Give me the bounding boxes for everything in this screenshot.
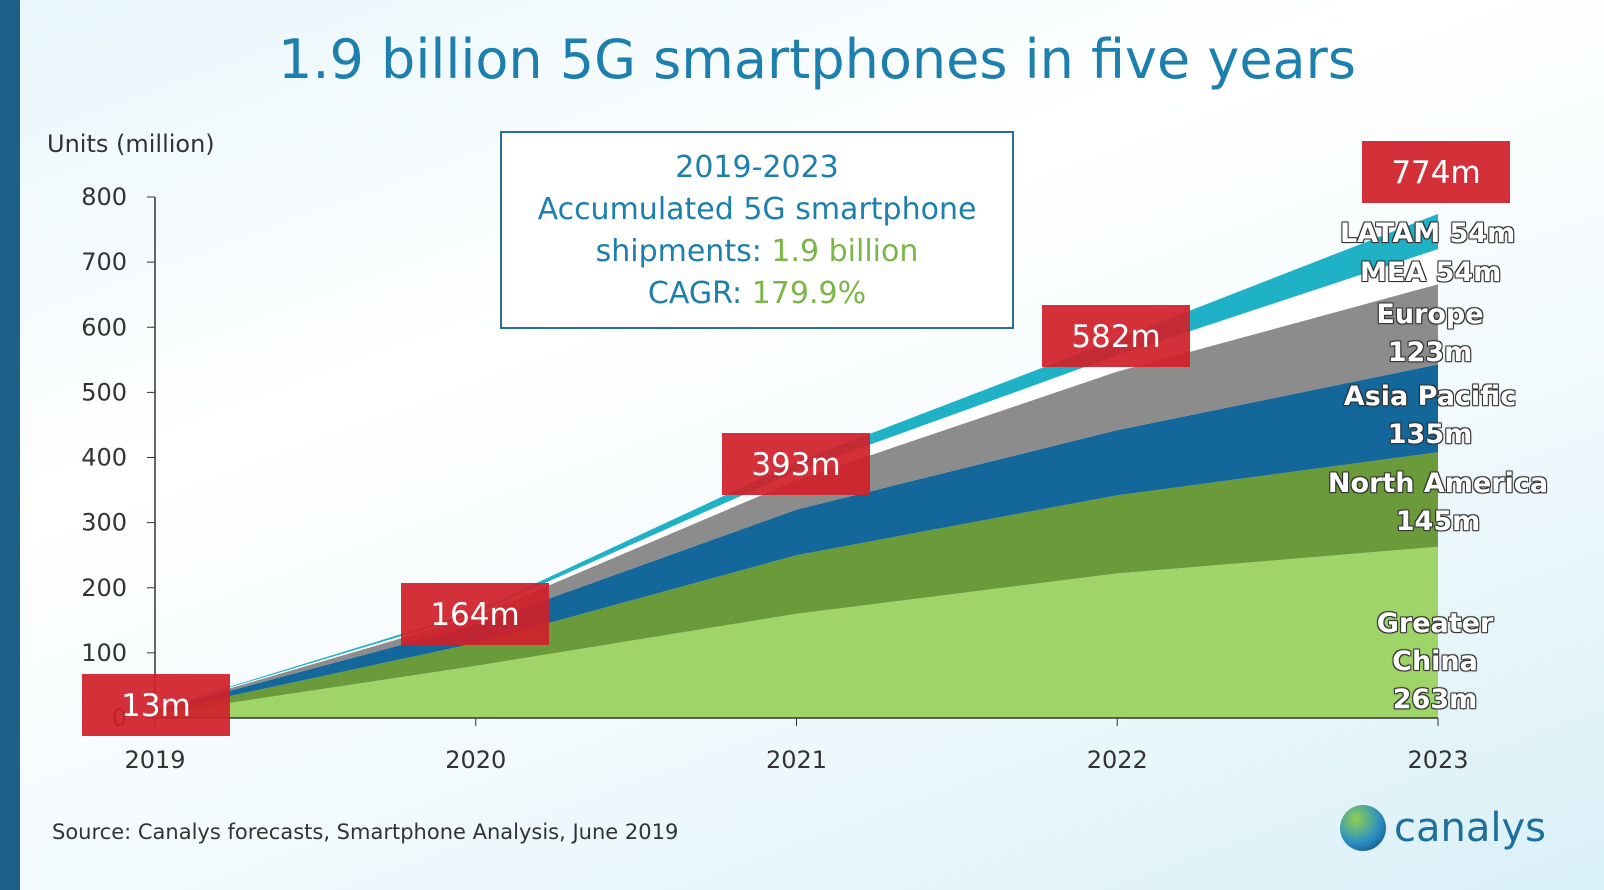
label-europe: Europe 123m xyxy=(1360,296,1500,372)
x-tick-label: 2021 xyxy=(766,746,827,774)
label-na-value: 145m xyxy=(1395,506,1481,537)
info-cagr-label: CAGR: xyxy=(647,276,752,311)
area-greater-china xyxy=(155,546,1438,718)
label-ap-name: Asia Pacific xyxy=(1343,381,1517,412)
total-label-box xyxy=(1362,141,1510,203)
info-box: 2019-2023 Accumulated 5G smartphone ship… xyxy=(500,131,1014,329)
info-shipments-label: shipments: xyxy=(595,234,772,269)
info-cagr-value: 179.9% xyxy=(751,276,867,311)
globe-icon xyxy=(1340,805,1386,851)
y-tick-label: 500 xyxy=(81,378,127,406)
y-tick-label: 400 xyxy=(81,444,127,472)
info-period: 2019-2023 xyxy=(675,150,839,185)
area-europe xyxy=(155,284,1438,711)
label-asia-pacific: Asia Pacific 135m xyxy=(1340,378,1520,454)
y-tick-label: 200 xyxy=(81,574,127,602)
x-tick-label: 2020 xyxy=(445,746,506,774)
total-label-box xyxy=(722,433,870,495)
label-latam: LATAM 54m xyxy=(1340,218,1516,249)
label-europe-name: Europe xyxy=(1376,299,1484,330)
total-label: 164m xyxy=(430,597,519,633)
y-tick-label: 800 xyxy=(81,183,127,211)
y-tick-label: 700 xyxy=(81,248,127,276)
info-shipments-value: 1.9 billion xyxy=(771,234,919,269)
chart-title: 1.9 billion 5G smartphones in five years xyxy=(278,28,1356,91)
x-tick-label: 2023 xyxy=(1407,746,1468,774)
label-north-america: North America 145m xyxy=(1326,465,1550,541)
left-accent-strip xyxy=(0,0,20,890)
info-desc: Accumulated 5G smartphone xyxy=(537,192,977,227)
total-label-box xyxy=(82,674,230,736)
label-ap-value: 135m xyxy=(1387,419,1473,450)
source-note: Source: Canalys forecasts, Smartphone An… xyxy=(52,820,679,844)
canalys-logo: canalys xyxy=(1340,805,1546,851)
total-label: 393m xyxy=(751,447,840,483)
label-gc-value: 263m xyxy=(1392,684,1478,715)
label-greater-china: Greater China 263m xyxy=(1330,605,1540,719)
logo-text: canalys xyxy=(1394,805,1546,851)
total-label: 774m xyxy=(1391,155,1480,191)
total-label-box xyxy=(1042,305,1190,367)
x-tick-label: 2022 xyxy=(1087,746,1148,774)
label-mea: MEA 54m xyxy=(1360,257,1502,288)
area-north-america xyxy=(155,452,1438,715)
label-gc-name: Greater China xyxy=(1376,608,1494,677)
x-tick-label: 2019 xyxy=(124,746,185,774)
label-europe-value: 123m xyxy=(1387,337,1473,368)
y-tick-label: 300 xyxy=(81,509,127,537)
y-axis-label: Units (million) xyxy=(47,130,215,158)
total-label: 582m xyxy=(1071,319,1160,355)
y-tick-label: 100 xyxy=(81,639,127,667)
total-label-box xyxy=(401,583,549,645)
y-tick-label: 600 xyxy=(81,313,127,341)
label-na-name: North America xyxy=(1327,468,1549,499)
total-label: 13m xyxy=(121,688,191,724)
